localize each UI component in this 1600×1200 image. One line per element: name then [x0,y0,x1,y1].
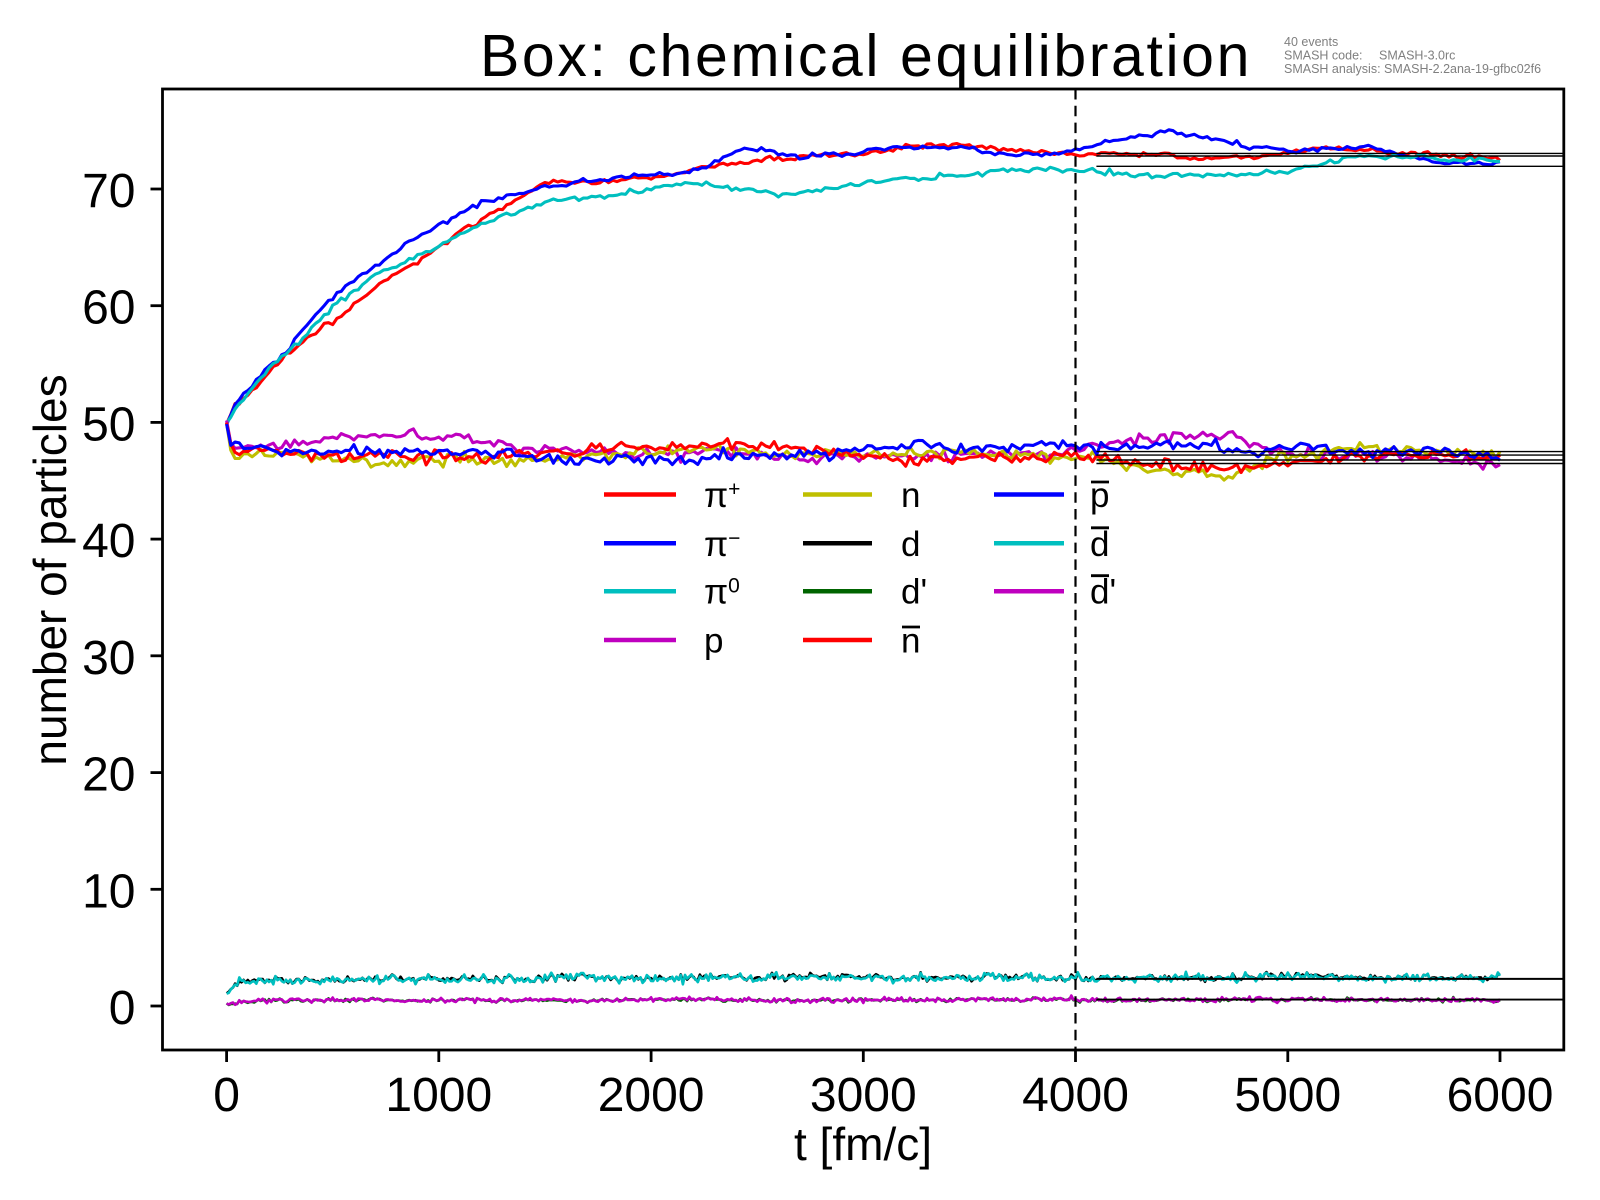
svg-text:4000: 4000 [1022,1069,1129,1122]
svg-text:π+: π+ [704,476,740,515]
svg-text:10: 10 [82,865,135,918]
svg-text:70: 70 [82,165,135,218]
svg-text:n: n [901,476,920,515]
svg-text:3000: 3000 [810,1069,917,1122]
svg-text:50: 50 [82,398,135,451]
svg-text:p: p [1090,476,1109,515]
svg-text:40 events: 40 events [1284,35,1338,49]
svg-text:d': d' [1090,573,1116,612]
svg-text:SMASH-3.0rc: SMASH-3.0rc [1379,49,1455,63]
svg-text:d': d' [901,573,927,612]
svg-text:0: 0 [213,1069,240,1122]
svg-text:Box: chemical equilibration: Box: chemical equilibration [480,23,1252,89]
svg-text:number of particles: number of particles [24,374,76,765]
svg-text:5000: 5000 [1234,1069,1341,1122]
svg-text:40: 40 [82,515,135,568]
svg-text:6000: 6000 [1447,1069,1554,1122]
svg-text:SMASH analysis: SMASH-2.2ana-1: SMASH analysis: SMASH-2.2ana-19-gfbc02f6 [1284,62,1541,76]
svg-text:60: 60 [82,282,135,335]
svg-text:p: p [704,622,723,661]
svg-text:30: 30 [82,632,135,685]
svg-text:t [fm/c]: t [fm/c] [794,1118,932,1170]
svg-text:1000: 1000 [385,1069,492,1122]
svg-text:20: 20 [82,749,135,802]
svg-text:n: n [901,622,920,661]
svg-text:0: 0 [109,982,136,1035]
svg-text:d: d [1090,525,1109,564]
svg-text:2000: 2000 [598,1069,705,1122]
svg-text:d: d [901,525,920,564]
svg-text:SMASH code:: SMASH code: [1284,49,1363,63]
